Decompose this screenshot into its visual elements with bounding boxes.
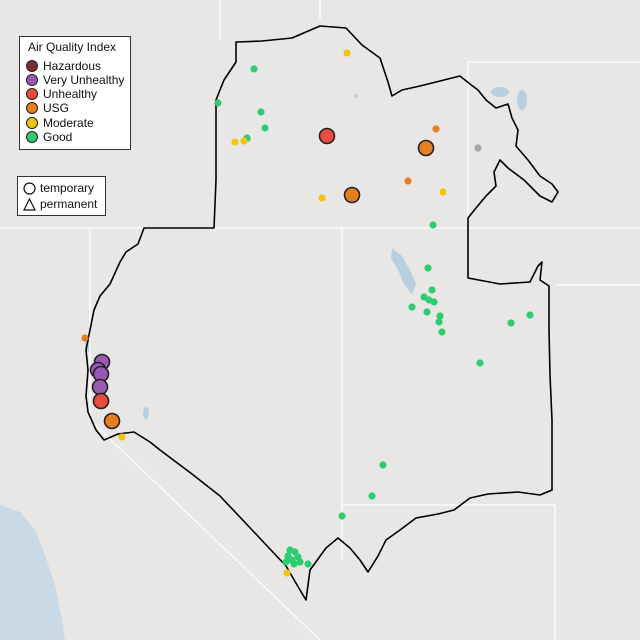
temporary-monitor-marker [92,392,110,410]
region-outline [85,25,559,601]
monitor-marker [250,65,258,73]
monitor-marker [304,560,312,568]
temporary-monitor-marker [103,412,121,430]
legend-item-unhealthy: Unhealthy [26,87,97,101]
legend-item-very-unhealthy: Very Unhealthy [26,73,124,87]
monitor-marker [283,569,291,577]
monitor-marker [428,286,436,294]
monitor-marker [379,461,387,469]
monitor-marker [438,328,446,336]
monitor-marker [404,177,412,185]
legend-item-permanent: permanent [23,196,97,212]
legend-label: temporary [40,181,95,195]
monitor-marker [526,311,534,319]
monitor-marker [282,558,290,566]
legend-label: Very Unhealthy [43,73,125,87]
monitor-marker [424,264,432,272]
legend-item-temporary: temporary [23,180,94,196]
temporary-monitor-marker [343,186,361,204]
monitor-type-legend: temporary permanent [17,176,106,216]
legend-item-hazardous: Hazardous [26,59,101,73]
monitor-marker [476,359,484,367]
monitor-marker [257,108,265,116]
monitor-marker [368,492,376,500]
legend-label: Good [43,130,73,144]
moderate-swatch [26,117,38,129]
monitor-marker [240,137,248,145]
aqi-markers [81,49,534,577]
monitor-marker [338,512,346,520]
legend-item-moderate: Moderate [26,116,94,130]
legend-item-usg: USG [26,101,69,115]
monitor-marker [261,124,269,132]
unhealthy-swatch [26,88,38,100]
legend-title: Air Quality Index [28,40,117,54]
legend-label: Hazardous [43,59,102,73]
temporary-monitor-marker [417,139,435,157]
very-unhealthy-swatch [26,74,38,86]
monitor-marker [474,144,482,152]
circle-icon [23,181,36,195]
triangle-icon [23,197,36,211]
monitor-marker [318,194,326,202]
monitor-marker [429,221,437,229]
monitor-marker [290,560,298,568]
monitor-marker [81,334,89,342]
monitor-marker [118,433,126,441]
good-swatch [26,131,38,143]
monitor-marker [430,298,438,306]
monitor-marker [436,312,444,320]
monitor-marker [439,188,447,196]
monitor-marker [214,99,222,107]
temporary-monitor-marker [91,378,109,396]
hazardous-swatch [26,60,38,72]
monitor-marker [296,558,304,566]
ocean [0,505,65,640]
monitor-marker [408,303,416,311]
monitor-marker [432,125,440,133]
legend-label: Unhealthy [43,87,98,101]
legend-label: USG [43,101,70,115]
usg-swatch [26,102,38,114]
legend-label: Moderate [43,116,94,130]
temporary-monitor-marker [318,127,336,145]
monitor-marker [435,318,443,326]
monitor-marker [423,308,431,316]
monitor-marker [231,138,239,146]
monitor-marker [343,49,351,57]
legend-item-good: Good [26,130,72,144]
legend-label: permanent [40,197,98,211]
monitor-marker [507,319,515,327]
aqi-legend: Air Quality Index Hazardous Very Unhealt… [19,36,131,150]
